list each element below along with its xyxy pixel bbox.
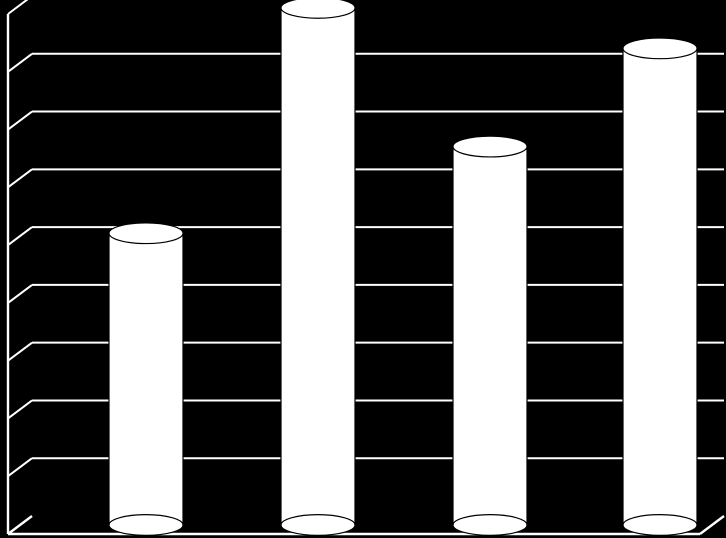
chart-container <box>0 0 726 538</box>
bar-C <box>453 136 527 535</box>
bar-base-ellipse <box>281 515 355 536</box>
bar-A <box>109 223 183 535</box>
bar-D <box>623 38 697 535</box>
bar-base-ellipse <box>453 515 527 536</box>
bar-body <box>453 147 527 525</box>
bar-body <box>281 8 355 525</box>
bar-base-ellipse <box>623 515 697 536</box>
bar-body <box>109 233 183 525</box>
bar-top-ellipse <box>281 0 355 18</box>
bar-chart <box>0 0 726 538</box>
bar-body <box>623 48 697 525</box>
bar-base-ellipse <box>109 515 183 536</box>
bar-top-ellipse <box>109 223 183 244</box>
bar-top-ellipse <box>453 136 527 157</box>
bar-B <box>281 0 355 535</box>
bar-top-ellipse <box>623 38 697 59</box>
